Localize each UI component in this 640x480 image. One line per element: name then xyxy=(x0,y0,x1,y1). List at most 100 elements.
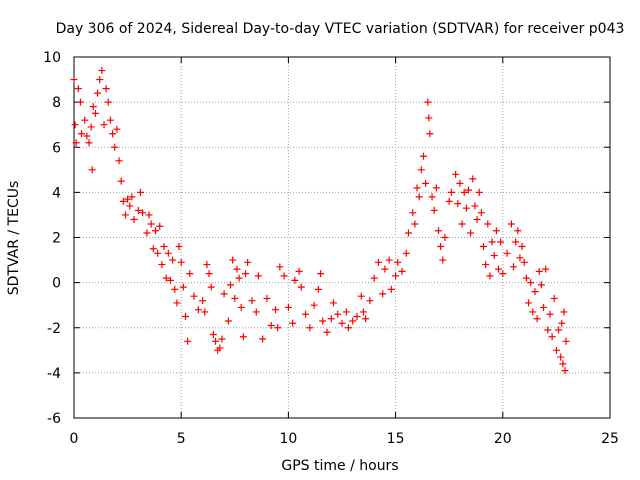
data-point xyxy=(218,335,226,343)
data-point xyxy=(149,245,157,253)
data-point xyxy=(456,179,464,187)
data-point xyxy=(439,256,447,264)
data-point xyxy=(527,279,535,287)
data-point xyxy=(128,193,136,201)
data-point xyxy=(136,188,144,196)
data-point xyxy=(85,139,93,147)
data-point xyxy=(74,85,82,93)
data-point xyxy=(302,310,310,318)
data-point xyxy=(181,312,189,320)
data-point xyxy=(169,256,177,264)
data-point xyxy=(194,306,202,314)
x-tick-label: 25 xyxy=(601,431,619,447)
data-point xyxy=(404,229,412,237)
data-point xyxy=(156,222,164,230)
data-point xyxy=(91,109,99,117)
data-point xyxy=(503,249,511,257)
y-axis-label: SDTVAR / TECUs xyxy=(6,181,22,296)
data-point xyxy=(113,125,121,133)
data-point xyxy=(201,308,209,316)
data-point xyxy=(381,265,389,273)
data-point xyxy=(557,353,565,361)
data-point xyxy=(409,209,417,217)
y-tick-label: -4 xyxy=(47,366,61,382)
data-point xyxy=(458,220,466,228)
data-point xyxy=(531,288,539,296)
data-point xyxy=(561,367,569,375)
data-point xyxy=(353,312,361,320)
data-point xyxy=(71,121,79,129)
data-point xyxy=(432,184,440,192)
data-point xyxy=(216,344,224,352)
data-point xyxy=(533,315,541,323)
data-point xyxy=(274,324,282,332)
data-point xyxy=(392,272,400,280)
data-point xyxy=(537,281,545,289)
data-point xyxy=(462,204,470,212)
data-point xyxy=(507,220,515,228)
data-point xyxy=(166,276,174,284)
data-point xyxy=(319,317,327,325)
data-point xyxy=(317,270,325,278)
data-point xyxy=(143,229,151,237)
data-point xyxy=(402,249,410,257)
data-point xyxy=(295,267,303,275)
data-point xyxy=(276,263,284,271)
data-point xyxy=(362,315,370,323)
data-point xyxy=(310,301,318,309)
data-point xyxy=(115,157,123,165)
data-point xyxy=(512,238,520,246)
data-series xyxy=(70,67,570,375)
data-point xyxy=(209,331,217,339)
data-point xyxy=(497,238,505,246)
grid-lines xyxy=(74,57,610,418)
data-point xyxy=(495,265,503,273)
data-point xyxy=(160,243,168,251)
data-point xyxy=(186,270,194,278)
y-tick-label: 8 xyxy=(52,95,61,111)
data-point xyxy=(413,184,421,192)
data-point xyxy=(267,321,275,329)
data-point xyxy=(452,170,460,178)
data-point xyxy=(520,258,528,266)
data-point xyxy=(398,267,406,275)
data-point xyxy=(357,292,365,300)
data-point xyxy=(327,315,335,323)
data-point xyxy=(70,76,78,84)
data-point xyxy=(259,335,267,343)
data-point xyxy=(518,243,526,251)
y-tick-label: -2 xyxy=(47,321,61,337)
data-point xyxy=(177,258,185,266)
data-point xyxy=(379,290,387,298)
data-point xyxy=(428,193,436,201)
data-point xyxy=(546,310,554,318)
data-point xyxy=(550,294,558,302)
data-point xyxy=(203,261,211,269)
data-point xyxy=(205,270,213,278)
data-point xyxy=(559,360,567,368)
data-point xyxy=(224,317,232,325)
y-tick-label: -6 xyxy=(47,411,61,427)
data-point xyxy=(175,243,183,251)
data-point xyxy=(102,85,110,93)
data-point xyxy=(242,270,250,278)
data-point xyxy=(78,130,86,138)
data-point xyxy=(289,319,297,327)
data-point xyxy=(366,297,374,305)
data-point xyxy=(147,220,155,228)
y-tick-label: 0 xyxy=(52,276,61,292)
data-point xyxy=(237,303,245,311)
data-point xyxy=(231,294,239,302)
y-tick-label: 6 xyxy=(52,140,61,156)
data-point xyxy=(460,188,468,196)
data-point xyxy=(248,297,256,305)
data-point xyxy=(106,116,114,124)
data-point xyxy=(104,98,112,106)
data-point xyxy=(117,177,125,185)
data-point xyxy=(417,166,425,174)
data-point xyxy=(560,308,568,316)
data-point xyxy=(76,98,84,106)
data-point xyxy=(464,186,472,194)
data-point xyxy=(126,202,134,210)
data-point xyxy=(387,285,395,293)
